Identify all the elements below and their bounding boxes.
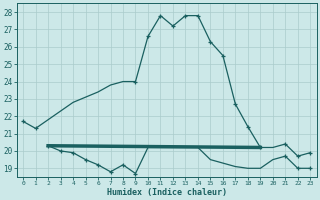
X-axis label: Humidex (Indice chaleur): Humidex (Indice chaleur) <box>107 188 227 197</box>
